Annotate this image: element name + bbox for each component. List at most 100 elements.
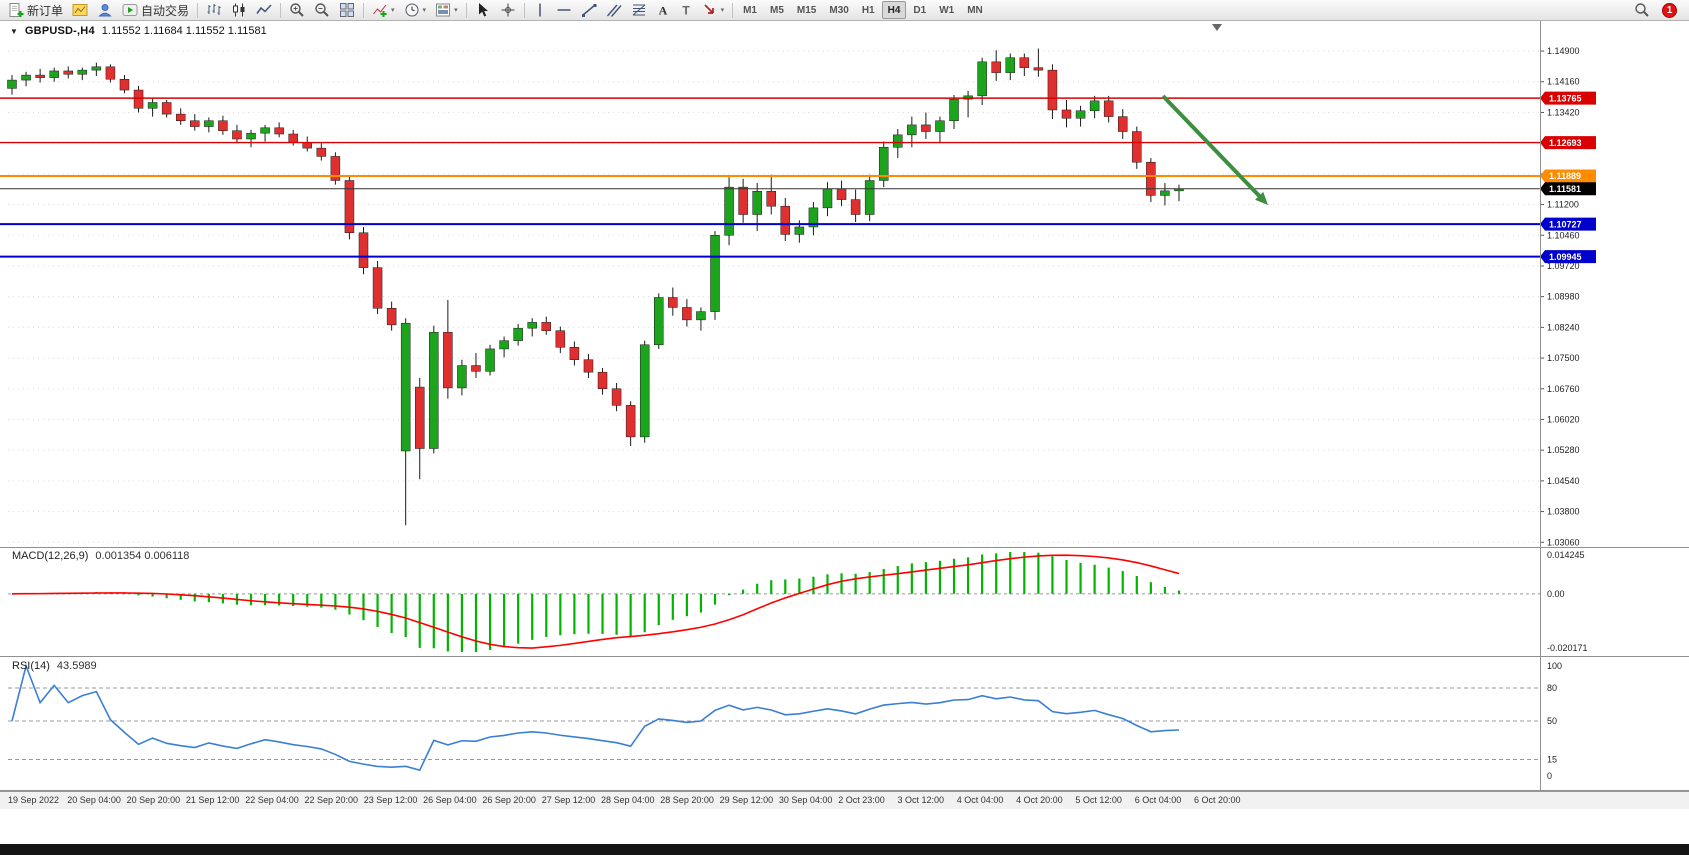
- candle-body: [175, 113, 186, 121]
- periods-button[interactable]: ▾: [400, 1, 431, 19]
- bar-chart-type-button[interactable]: [202, 1, 226, 19]
- price-tick-label: 1.08980: [1547, 292, 1580, 302]
- fibonacci-icon: [632, 4, 645, 16]
- price-tick-label: 1.04540: [1547, 476, 1580, 486]
- price-tag[interactable]: [1540, 91, 1596, 105]
- candle-body: [63, 70, 73, 75]
- time-axis[interactable]: 19 Sep 2022 20 Sep 04:00 20 Sep 20:00 21 Se…: [0, 791, 1689, 809]
- price-tag[interactable]: [1540, 250, 1596, 264]
- chart-window-icon: [72, 4, 88, 16]
- time-label: 28 Sep 20:00: [660, 795, 714, 805]
- collapse-arrow-icon[interactable]: ▼: [10, 26, 18, 36]
- crosshair-button[interactable]: [496, 1, 520, 19]
- dropdown-caret-icon: ▾: [422, 7, 427, 14]
- timeframe-button-m5[interactable]: M5: [770, 4, 784, 16]
- timeframe-button-w1[interactable]: W1: [939, 4, 955, 16]
- candle-body: [752, 191, 762, 215]
- timeframe-button-mn[interactable]: MN: [967, 4, 983, 16]
- search-button[interactable]: [1630, 1, 1654, 19]
- candle-body: [991, 61, 1001, 73]
- price-tag-label: 1.11889: [1549, 171, 1581, 181]
- candle-body: [1061, 109, 1072, 119]
- trendline-button[interactable]: [577, 1, 601, 19]
- zoom-in-button[interactable]: [285, 1, 309, 19]
- candle-body: [77, 69, 88, 75]
- text-button[interactable]: A: [652, 1, 674, 19]
- label-icon: T: [682, 4, 690, 18]
- notification-badge[interactable]: 1: [1662, 2, 1677, 18]
- arrow-annotation-head[interactable]: [1255, 191, 1268, 205]
- chart-shift-marker[interactable]: [1212, 24, 1222, 31]
- time-label: 20 Sep 20:00: [126, 795, 181, 805]
- rsi-name: RSI(14): [12, 660, 50, 672]
- crosshair-icon: [501, 3, 515, 17]
- candle-body: [443, 332, 453, 389]
- candle-body: [1132, 131, 1142, 163]
- vertical-line-button[interactable]: [529, 1, 551, 19]
- toolbar-separator: [732, 2, 734, 18]
- candle-body: [878, 147, 889, 181]
- new-order-icon: [9, 3, 24, 17]
- indicators-button[interactable]: ▾: [368, 1, 399, 19]
- time-label: 21 Sep 12:00: [185, 795, 240, 805]
- price-tag[interactable]: [1540, 182, 1596, 196]
- zoom-out-button[interactable]: [310, 1, 334, 19]
- autotrading-button[interactable]: 自动交易: [118, 1, 193, 19]
- cursor-button[interactable]: [471, 1, 495, 19]
- timeframe-button-m15[interactable]: M15: [796, 4, 817, 16]
- tile-windows-button[interactable]: [335, 1, 359, 19]
- timeframe-button-h1[interactable]: H1: [861, 4, 875, 16]
- candle-body: [611, 388, 622, 406]
- autotrading-icon: [122, 4, 138, 16]
- price-tick-label: 1.03800: [1547, 507, 1580, 517]
- timeframe-button-m1[interactable]: M1: [743, 4, 757, 16]
- time-label: 4 Oct 20:00: [1016, 795, 1063, 805]
- ohlc-values: 1.11552 1.11684 1.11552 1.11581: [101, 25, 267, 37]
- time-label: 3 Oct 12:00: [897, 795, 945, 805]
- arrows-tool-icon: [703, 4, 714, 14]
- candle-body: [682, 307, 692, 321]
- candlestick-type-button[interactable]: [227, 1, 251, 19]
- channel-button[interactable]: [602, 1, 626, 19]
- candle-body: [429, 332, 439, 449]
- rsi-axis-label: 80: [1547, 683, 1557, 693]
- cursor-icon: [478, 3, 488, 17]
- price-tag[interactable]: [1540, 217, 1596, 231]
- rsi-axis-label: 0: [1547, 771, 1552, 781]
- macd-name: MACD(12,26,9): [12, 550, 89, 562]
- candle-body: [161, 102, 172, 115]
- candle-body: [710, 235, 720, 312]
- time-label: 19 Sep 2022: [8, 795, 60, 805]
- fibonacci-button[interactable]: [627, 1, 651, 19]
- arrow-annotation[interactable]: [1161, 94, 1265, 202]
- chart-title: ▼ GBPUSD-,H4 1.11552 1.11684 1.11552 1.1…: [10, 25, 267, 37]
- timeframe-button-d1[interactable]: D1: [913, 4, 927, 16]
- candle-body: [499, 340, 509, 350]
- arrows-tool-button[interactable]: ▾: [698, 1, 729, 19]
- profile-icon: [98, 4, 112, 17]
- candle-body: [1075, 110, 1086, 119]
- price-tag[interactable]: [1540, 169, 1596, 183]
- timeframe-button-m30[interactable]: M30: [829, 4, 849, 16]
- profile-button[interactable]: [93, 1, 117, 19]
- candle-body: [738, 186, 748, 215]
- templates-button[interactable]: ▾: [431, 1, 462, 19]
- chart-window-button[interactable]: [68, 1, 92, 19]
- new-order-button[interactable]: 新订单: [4, 1, 67, 19]
- candle-body: [414, 386, 425, 449]
- time-label: 29 Sep 12:00: [719, 795, 774, 805]
- candle-body: [1117, 116, 1128, 132]
- price-tag[interactable]: [1540, 136, 1596, 150]
- candle-body: [513, 327, 523, 341]
- candle-body: [119, 79, 130, 91]
- candle-body: [668, 297, 678, 308]
- candle-body: [260, 127, 270, 134]
- timeframe-button-h4[interactable]: H4: [881, 1, 907, 19]
- rsi-axis-label: 50: [1547, 716, 1557, 726]
- horizontal-line-button[interactable]: [552, 1, 576, 19]
- time-label: 22 Sep 04:00: [245, 795, 299, 805]
- channel-icon: [606, 4, 622, 17]
- label-button[interactable]: T: [675, 1, 697, 19]
- line-chart-type-button[interactable]: [252, 1, 276, 19]
